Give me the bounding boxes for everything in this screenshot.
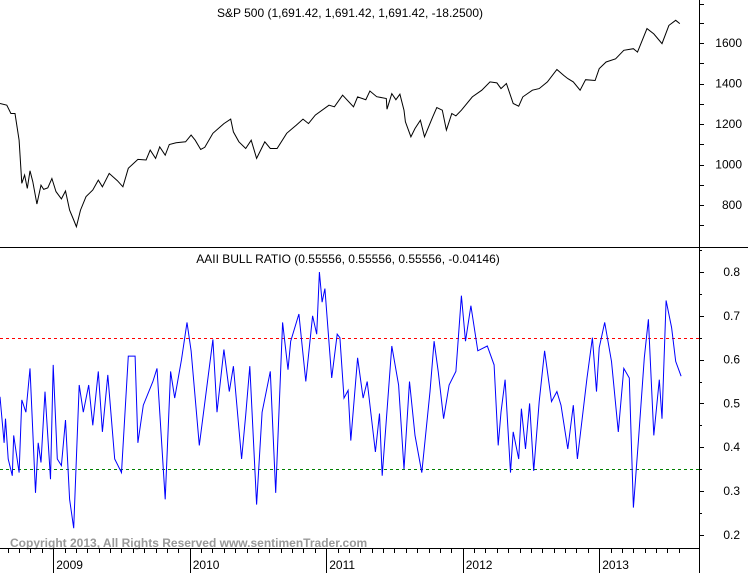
sp500-line [0,19,681,229]
y-tick-label: 0.8 [723,265,740,279]
x-tick-label: 2012 [466,558,493,572]
y-tick-label: 0.5 [723,396,740,410]
sp500-title: S&P 500 (1,691.42, 1,691.42, 1,691.42, -… [217,6,483,20]
x-axis: 2009 2010 2011 2012 2013 [8,548,680,573]
y-tick-label: 1200 [715,117,742,131]
aaii-panel: 0.2 0.3 0.4 0.5 0.6 0.7 0.8 [0,250,740,542]
x-tick-label: 2009 [56,558,83,572]
aaii-title: AAII BULL RATIO (0.55556, 0.55556, 0.555… [196,252,500,266]
copyright-watermark: Copyright 2013, All Rights Reserved www.… [10,536,367,550]
y-tick-label: 1600 [715,36,742,50]
y-tick-label: 1000 [715,158,742,172]
y-tick-label: 0.3 [723,484,740,498]
y-tick-label: 1400 [715,77,742,91]
x-tick-label: 2011 [329,558,355,572]
y-tick-label: 0.2 [723,528,740,542]
x-tick-label: 2013 [602,558,629,572]
y-tick-label: 0.4 [723,440,740,454]
sp500-panel: 800 1000 1200 1400 1600 [0,4,742,229]
x-tick-label: 2010 [193,558,220,572]
aaii-bull-ratio-line [0,271,682,529]
y-tick-label: 0.7 [723,309,740,323]
y-tick-label: 800 [722,198,742,212]
y-tick-label: 0.6 [723,353,740,367]
